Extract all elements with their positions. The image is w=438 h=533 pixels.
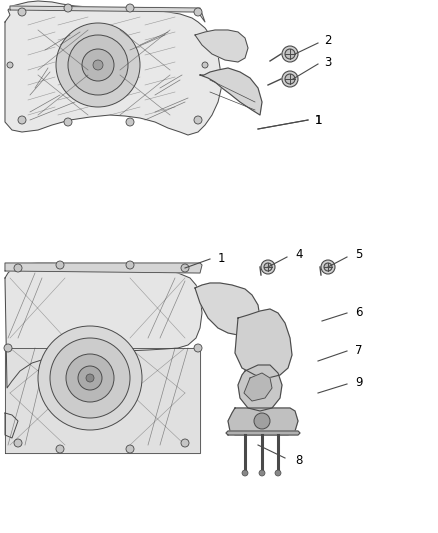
Polygon shape <box>195 30 248 62</box>
Circle shape <box>321 260 335 274</box>
Circle shape <box>194 8 202 16</box>
Text: 4: 4 <box>295 248 303 262</box>
Text: 1: 1 <box>218 252 226 264</box>
Circle shape <box>14 264 22 272</box>
Text: 7: 7 <box>355 343 363 357</box>
Circle shape <box>56 23 140 107</box>
Circle shape <box>285 49 295 59</box>
Polygon shape <box>244 373 272 401</box>
Text: 9: 9 <box>355 376 363 390</box>
Circle shape <box>261 260 275 274</box>
Circle shape <box>14 439 22 447</box>
Circle shape <box>194 344 202 352</box>
Circle shape <box>68 35 128 95</box>
Circle shape <box>78 366 102 390</box>
Circle shape <box>56 261 64 269</box>
Circle shape <box>66 354 114 402</box>
Circle shape <box>38 326 142 430</box>
Circle shape <box>324 263 332 271</box>
Circle shape <box>86 374 94 382</box>
Polygon shape <box>226 431 300 435</box>
Polygon shape <box>10 6 205 22</box>
Circle shape <box>194 116 202 124</box>
Circle shape <box>181 439 189 447</box>
Circle shape <box>64 118 72 126</box>
Circle shape <box>202 62 208 68</box>
Circle shape <box>56 445 64 453</box>
Circle shape <box>126 4 134 12</box>
Circle shape <box>282 46 298 62</box>
Circle shape <box>259 470 265 476</box>
Circle shape <box>18 116 26 124</box>
Circle shape <box>126 445 134 453</box>
Text: 3: 3 <box>324 56 332 69</box>
Circle shape <box>181 264 189 272</box>
Circle shape <box>7 62 13 68</box>
Circle shape <box>82 49 114 81</box>
Circle shape <box>126 261 134 269</box>
Polygon shape <box>5 263 202 273</box>
Text: 5: 5 <box>355 248 362 262</box>
Circle shape <box>93 60 103 70</box>
Polygon shape <box>5 348 200 453</box>
Circle shape <box>4 344 12 352</box>
Circle shape <box>126 118 134 126</box>
Polygon shape <box>200 68 262 115</box>
Text: 1: 1 <box>315 114 322 126</box>
Polygon shape <box>5 1 222 135</box>
Polygon shape <box>238 365 282 411</box>
Circle shape <box>254 413 270 429</box>
Circle shape <box>282 71 298 87</box>
Polygon shape <box>228 408 298 435</box>
Polygon shape <box>235 309 292 378</box>
Text: 6: 6 <box>355 306 363 319</box>
Text: 1: 1 <box>315 114 322 126</box>
Circle shape <box>242 470 248 476</box>
Text: 2: 2 <box>324 35 332 47</box>
Circle shape <box>264 263 272 271</box>
Polygon shape <box>195 283 260 335</box>
Circle shape <box>275 470 281 476</box>
Circle shape <box>50 338 130 418</box>
Polygon shape <box>5 263 202 388</box>
Circle shape <box>18 8 26 16</box>
Circle shape <box>285 74 295 84</box>
Circle shape <box>64 4 72 12</box>
Text: 8: 8 <box>295 455 302 467</box>
